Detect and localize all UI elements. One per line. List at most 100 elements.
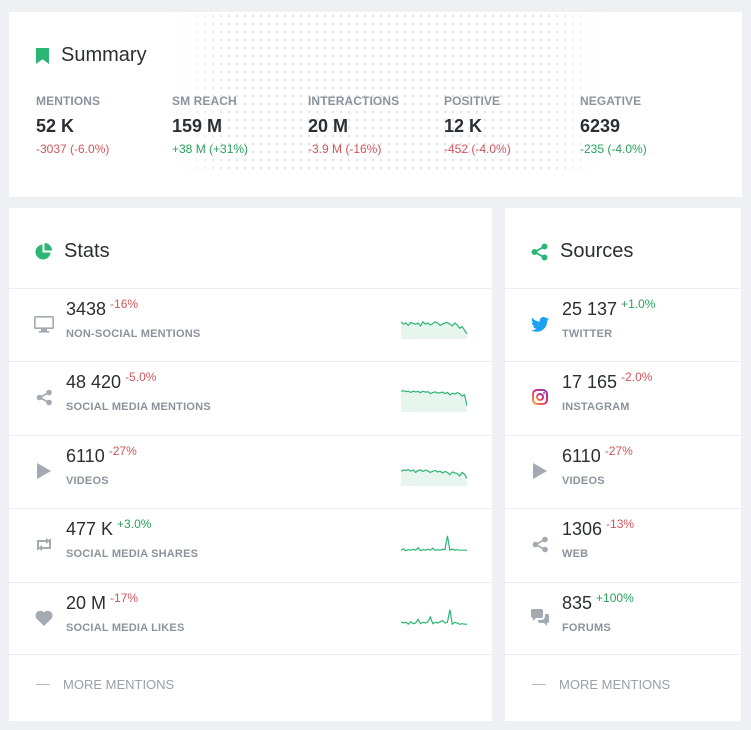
stat-label: NON-SOCIAL MENTIONS [66, 328, 201, 340]
instagram-icon [529, 386, 551, 408]
kpi-negative: NEGATIVE 6239 -235 (-4.0%) [580, 94, 716, 156]
kpi-row: MENTIONS 52 K -3037 (-6.0%) SM REACH 159… [36, 94, 716, 156]
sparkline-area [401, 321, 467, 339]
stat-value: 3438 -16% [66, 297, 139, 319]
stat-row-social-media-mentions[interactable]: 48 420 -5.0% SOCIAL MEDIA MENTIONS [9, 361, 492, 434]
kpi-label: MENTIONS [36, 94, 101, 108]
kpi-value: 12 K [444, 116, 483, 136]
stat-value: 48 420 -5.0% [66, 370, 157, 393]
stat-row-videos[interactable]: 6110 -27% VIDEOS [9, 434, 492, 508]
kpi-sm-reach: SM REACH 159 M +38 M (+31%) [172, 94, 308, 156]
more-mentions-label: MORE MENTIONS [559, 677, 671, 692]
monitor-icon [33, 313, 55, 335]
sparkline-chart [401, 468, 467, 486]
source-row-instagram[interactable]: 17 165 -2.0% INSTAGRAM [505, 361, 741, 434]
sparkline-area [401, 391, 467, 413]
source-label: VIDEOS [562, 474, 605, 487]
heart-icon [33, 607, 55, 629]
stat-row-social-media-likes[interactable]: 20 M -17% SOCIAL MEDIA LIKES [9, 581, 492, 655]
summary-header: Summary [36, 44, 147, 67]
share-icon [33, 386, 55, 408]
stat-change: -16% [110, 297, 139, 311]
sparkline-chart [401, 609, 467, 625]
stat-label: SOCIAL MEDIA MENTIONS [66, 401, 211, 414]
sparkline-line [401, 535, 467, 552]
source-value: 6110 -27% [562, 443, 633, 466]
sparkline-chart [401, 390, 467, 413]
source-change: -13% [606, 517, 635, 532]
sources-header: Sources [531, 240, 633, 263]
forum-icon [529, 607, 551, 629]
source-row-twitter[interactable]: 25 137 +1.0% TWITTER [505, 288, 741, 361]
kpi-value: 52 K [36, 116, 75, 136]
stat-change: +3.0% [117, 517, 152, 532]
twitter-icon [529, 313, 551, 335]
play-icon [529, 460, 551, 482]
kpi-value: 20 M [308, 116, 349, 136]
source-row-videos[interactable]: 6110 -27% VIDEOS [505, 434, 741, 508]
stat-label: SOCIAL MEDIA SHARES [66, 548, 199, 561]
sparkline-line [401, 468, 467, 479]
stat-change: -17% [110, 590, 139, 605]
sparkline-chart [401, 535, 467, 552]
more-mentions-label: MORE MENTIONS [63, 677, 175, 692]
sources-card: Sources 25 137 +1.0% TWITTER 17 165 -2.0% … [505, 208, 741, 721]
pie-chart-icon [35, 243, 52, 260]
kpi-mentions: MENTIONS 52 K -3037 (-6.0%) [36, 94, 172, 156]
source-row-forums[interactable]: 835 +100% FORUMS [505, 581, 741, 655]
more-mentions-link[interactable]: MORE MENTIONS [532, 677, 670, 692]
kpi-label: POSITIVE [444, 94, 501, 108]
sparkline-chart [401, 320, 467, 339]
share-icon [531, 243, 548, 260]
kpi-label: NEGATIVE [580, 94, 642, 108]
kpi-label: INTERACTIONS [308, 94, 400, 108]
stat-value: 20 M -17% [66, 590, 139, 613]
dash-icon [36, 684, 50, 685]
source-value: 25 137 +1.0% [562, 297, 656, 319]
kpi-change: -3037 (-6.0%) [36, 142, 110, 156]
kpi-interactions: INTERACTIONS 20 M -3.9 M (-16%) [308, 94, 444, 156]
retweet-icon [33, 533, 55, 555]
sparkline-area [401, 469, 467, 486]
kpi-label: SM REACH [172, 94, 237, 108]
stat-row-non-social-mentions[interactable]: 3438 -16% NON-SOCIAL MENTIONS [9, 288, 492, 361]
source-change: -2.0% [621, 370, 653, 385]
source-label: TWITTER [562, 328, 613, 340]
sparkline-line [401, 320, 467, 335]
stat-label: VIDEOS [66, 474, 109, 487]
source-change: +100% [596, 590, 634, 605]
kpi-value: 159 M [172, 116, 223, 136]
source-label: FORUMS [562, 621, 611, 634]
source-value: 17 165 -2.0% [562, 370, 653, 393]
stats-title: Stats [64, 240, 110, 262]
stats-header: Stats [35, 240, 110, 263]
source-value: 1306 -13% [562, 517, 635, 540]
sources-list: 25 137 +1.0% TWITTER 17 165 -2.0% INSTAGRA… [505, 288, 741, 655]
summary-card: Summary MENTIONS 52 K -3037 (-6.0%) SM R… [9, 12, 742, 197]
stat-change: -27% [108, 443, 137, 458]
play-icon [33, 460, 55, 482]
stat-change: -5.0% [125, 370, 157, 385]
summary-title: Summary [61, 44, 147, 66]
kpi-change: -235 (-4.0%) [580, 142, 647, 156]
more-mentions-link[interactable]: MORE MENTIONS [36, 677, 174, 692]
sources-title: Sources [560, 240, 634, 262]
source-row-web[interactable]: 1306 -13% WEB [505, 508, 741, 581]
share-icon [529, 533, 551, 555]
source-value: 835 +100% [562, 590, 634, 613]
source-change: +1.0% [621, 297, 656, 311]
kpi-positive: POSITIVE 12 K -452 (-4.0%) [444, 94, 580, 156]
stats-card: Stats 3438 -16% NON-SOCIAL MENTIONS 48 42… [9, 208, 492, 721]
stat-label: SOCIAL MEDIA LIKES [66, 621, 185, 634]
stats-list: 3438 -16% NON-SOCIAL MENTIONS 48 420 -5.0%… [9, 288, 492, 655]
source-change: -27% [604, 443, 633, 458]
stat-row-social-media-shares[interactable]: 477 K +3.0% SOCIAL MEDIA SHARES [9, 508, 492, 581]
kpi-change: -3.9 M (-16%) [308, 142, 382, 156]
kpi-value: 6239 [580, 116, 621, 136]
source-label: WEB [562, 548, 589, 561]
bookmark-icon [36, 47, 49, 64]
sparkline-line [401, 390, 467, 407]
dash-icon [532, 684, 546, 685]
kpi-change: -452 (-4.0%) [444, 142, 511, 156]
kpi-change: +38 M (+31%) [172, 142, 249, 156]
